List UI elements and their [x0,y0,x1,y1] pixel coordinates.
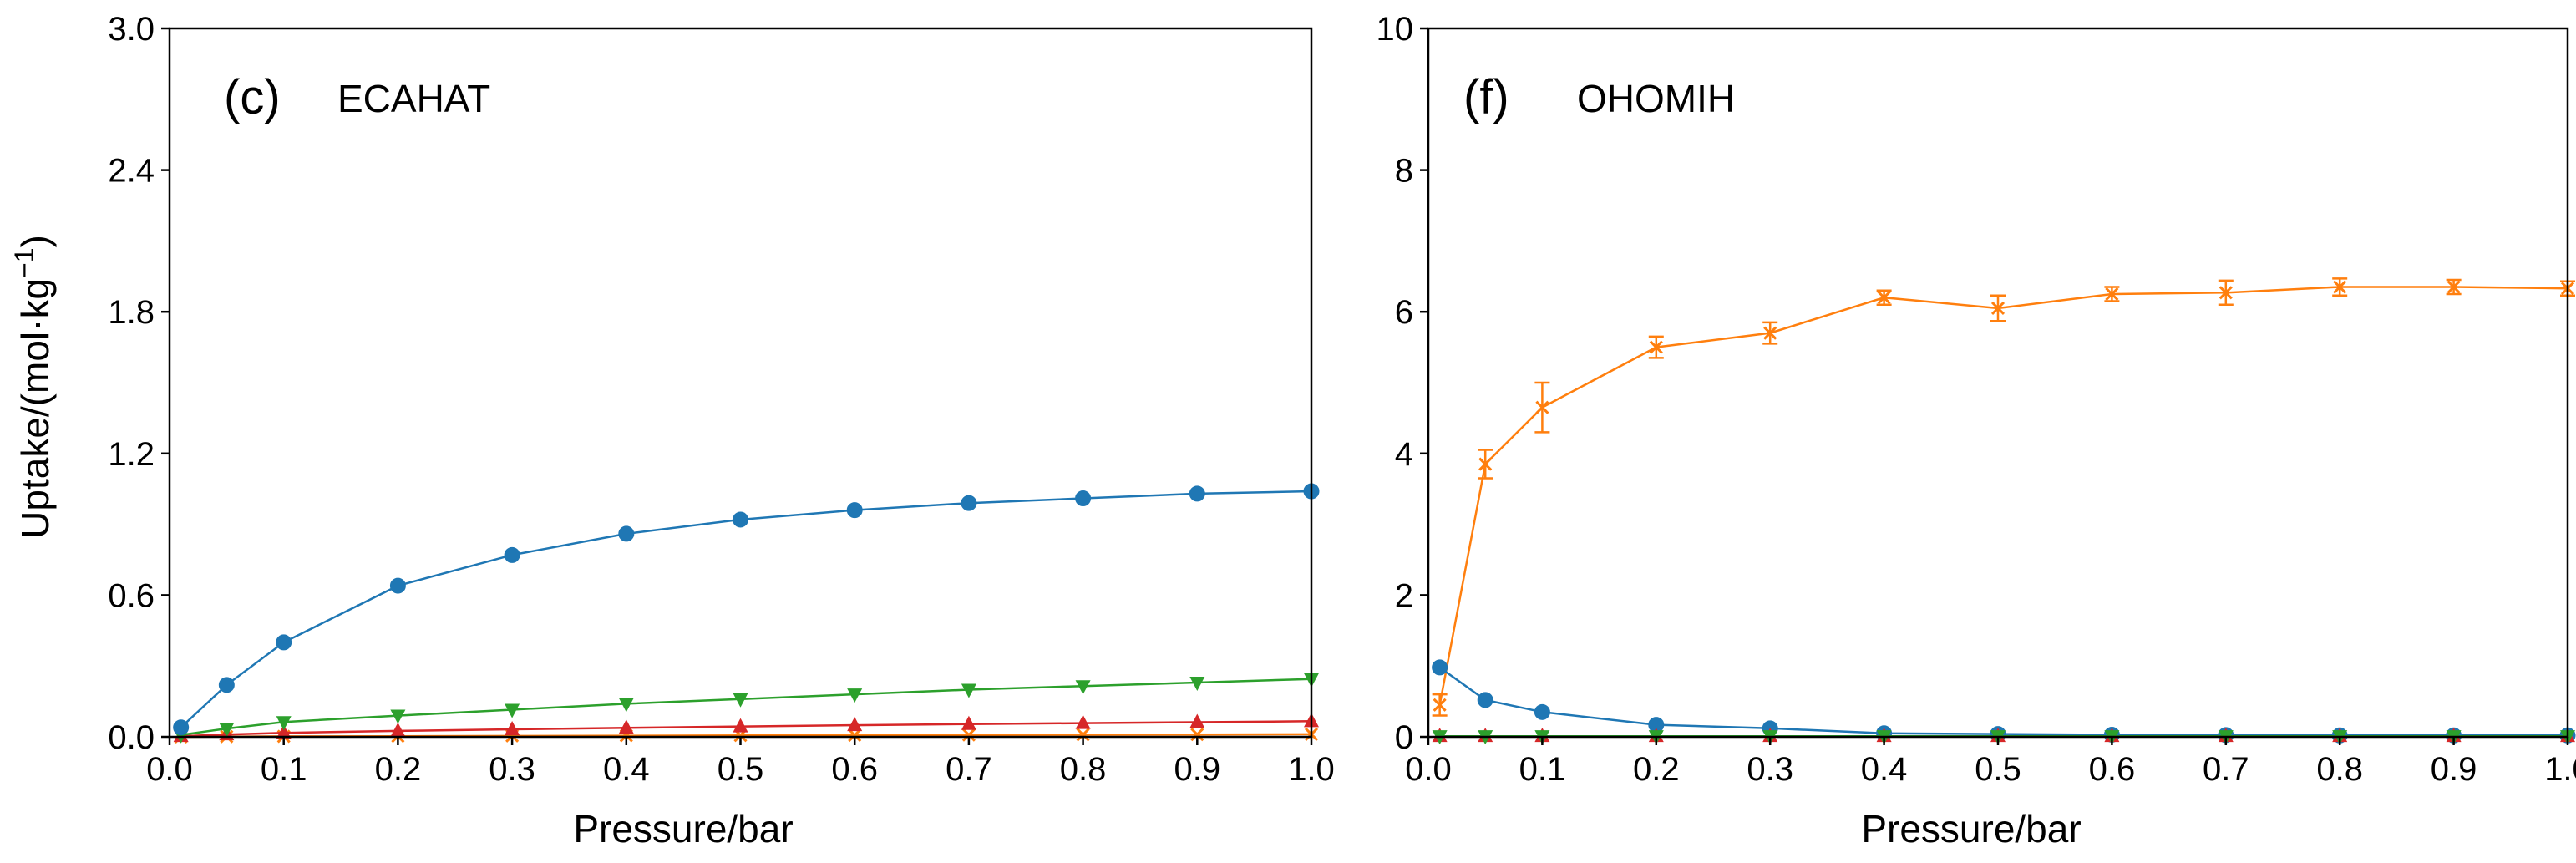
x-tick-label: 0.3 [489,751,535,788]
x-tick-label: 0.5 [718,751,764,788]
y-tick-label: 0.6 [108,577,155,614]
y-tick-label: 6 [1395,294,1413,331]
y-axis-title: Uptake/(mol·kg−1) [9,235,57,539]
series-blue [174,484,1319,735]
data-point [505,547,520,562]
data-point [1189,486,1204,501]
y-tick-label: 3.0 [108,11,155,48]
data-point [219,678,234,693]
x-axis-title: Pressure/bar [573,807,793,850]
panel-letter: (c) [224,70,281,124]
x-tick-label: 0.7 [2203,751,2249,788]
y-tick-label: 1.8 [108,294,155,331]
data-point [1534,704,1549,719]
data-point [961,716,976,730]
x-axis-title: Pressure/bar [1861,807,2081,850]
y-tick-label: 2.4 [108,153,155,190]
panel-letter: (f) [1463,70,1509,124]
x-tick-label: 1.0 [2544,751,2576,788]
plot-area [1433,278,2575,744]
data-point [847,503,862,518]
y-tick-label: 1.2 [108,436,155,473]
x-tick-label: 0.3 [1747,751,1793,788]
panel-title: OHOMIH [1577,77,1735,120]
x-tick-label: 0.9 [2431,751,2477,788]
y-tick-label: 10 [1377,11,1414,48]
data-point [1189,713,1204,728]
data-point [390,723,405,737]
x-tick-label: 0.1 [1519,751,1566,788]
x-tick-label: 0.0 [146,751,193,788]
x-tick-label: 0.2 [1633,751,1680,788]
y-axis-title-close: ) [13,235,57,247]
series-line [1440,668,2568,735]
data-point [619,526,634,541]
y-axis-title-superscript: −1 [9,247,39,277]
series-line [1440,287,2568,705]
y-tick-label: 8 [1395,153,1413,190]
x-tick-label: 0.8 [1060,751,1107,788]
y-tick-label: 0.0 [108,719,155,756]
y-tick-label: 2 [1395,577,1413,614]
series-line [181,491,1311,728]
plot-frame [170,28,1311,737]
series-orange [1433,278,2575,715]
data-point [174,720,189,735]
data-point [1433,660,1448,675]
x-tick-label: 0.7 [946,751,992,788]
x-tick-label: 0.6 [2089,751,2136,788]
panel-c: (c) ECAHAT Uptake/(mol·kg−1) Pressure/ba… [9,11,1335,850]
data-point [390,578,405,593]
data-point [276,635,292,650]
data-point [1478,693,1493,708]
data-point [619,719,634,734]
panel-title: ECAHAT [337,77,490,120]
x-tick-label: 0.6 [831,751,878,788]
data-point [847,688,862,703]
data-point [505,721,520,735]
y-axis-title-main: Uptake/(mol·kg [13,278,57,539]
data-point [961,495,976,510]
panel-f: (f) OHOMIH Pressure/bar 0.0 0.1 0.2 0.3 0.4 0… [1377,11,2576,850]
x-tick-label: 0.4 [603,751,650,788]
x-tick-label: 0.5 [1975,751,2021,788]
y-tick-label: 4 [1395,436,1413,473]
data-point [733,512,748,527]
y-tick-label: 0 [1395,719,1413,756]
data-point [733,718,748,733]
data-point [1076,491,1091,506]
x-tick-label: 0.0 [1405,751,1452,788]
plot-frame [1428,28,2568,737]
x-tick-label: 0.9 [1174,751,1220,788]
data-point [1189,677,1204,691]
x-tick-label: 1.0 [1288,751,1335,788]
plot-area [174,484,1319,744]
x-tick-label: 0.1 [261,751,307,788]
x-tick-label: 0.2 [375,751,422,788]
data-point [847,717,862,731]
data-point [1076,680,1091,694]
data-point [1076,715,1091,729]
x-tick-label: 0.4 [1861,751,1908,788]
x-tick-label: 0.8 [2316,751,2363,788]
